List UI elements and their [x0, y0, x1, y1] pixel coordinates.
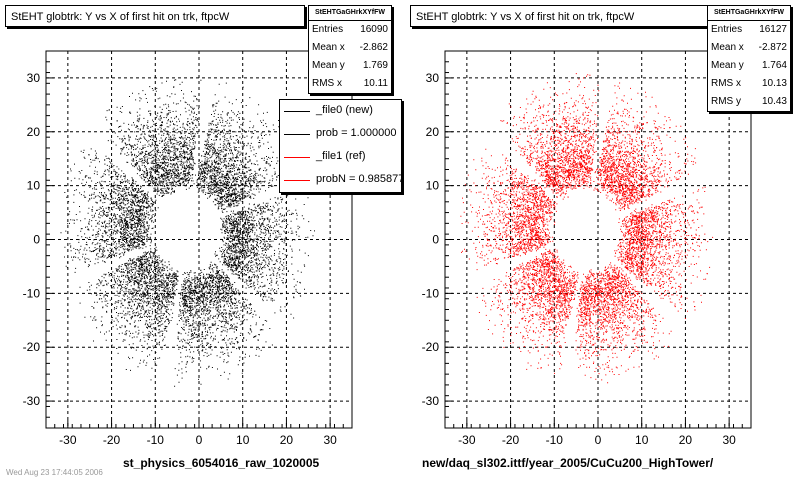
stats-value: 10.13 — [761, 78, 787, 89]
legend-entry: probN = 0.985877 — [280, 169, 401, 192]
stats-value: 1.769 — [362, 60, 388, 71]
stats-label: Entries — [711, 24, 743, 35]
y-tick-label: 0 — [33, 233, 40, 247]
stats-label: Mean x — [312, 42, 345, 53]
x-tick-label: 10 — [635, 433, 649, 447]
left-x-axis-title: st_physics_6054016_raw_1020005 — [123, 456, 320, 470]
scatter-points — [460, 73, 714, 384]
x-tick-label: -10 — [546, 433, 564, 447]
stats-value: 10.43 — [761, 96, 787, 107]
x-tick-label: -30 — [458, 433, 476, 447]
x-tick-label: 30 — [323, 433, 337, 447]
x-tick-label: 20 — [280, 433, 294, 447]
x-tick-label: 0 — [196, 433, 203, 447]
x-tick-label: 0 — [595, 433, 602, 447]
stats-value: 1.764 — [761, 60, 787, 71]
legend-label: _file1 (ref) — [316, 150, 366, 162]
legend-swatch — [284, 180, 310, 181]
y-tick-label: 10 — [426, 179, 440, 193]
legend-swatch — [284, 134, 310, 135]
y-tick-label: -10 — [23, 286, 41, 300]
stats-label: RMS x — [711, 78, 741, 89]
legend-box: _file0 (new) prob = 1.000000 _file1 (ref… — [279, 99, 402, 193]
stats-row: Mean x -2.872 — [708, 39, 790, 57]
stats-row: Mean y 1.764 — [708, 57, 790, 75]
stats-label: Entries — [312, 24, 344, 35]
y-tick-label: 20 — [27, 125, 41, 139]
scatter-points — [60, 77, 315, 387]
legend-label: prob = 1.000000 — [316, 127, 397, 139]
x-tick-label: 30 — [722, 433, 736, 447]
stats-row: Mean y 1.769 — [309, 57, 391, 75]
stats-value: 16127 — [759, 24, 787, 35]
right-stats-name: StEHTGaGHrkXYfFW — [708, 6, 790, 21]
y-tick-label: -30 — [23, 394, 41, 408]
y-tick-label: -30 — [422, 394, 440, 408]
left-stats-name: StEHTGaGHrkXYfFW — [309, 6, 391, 21]
stats-row: Entries 16127 — [708, 21, 790, 39]
y-tick-label: -20 — [422, 340, 440, 354]
footer-timestamp: Wed Aug 23 17:44:05 2006 — [6, 468, 103, 477]
right-plot-panel: -30 -20 -10 0 10 20 30 -30 -20 -10 0 10 20 30 StEHT g… — [400, 0, 800, 480]
stats-value: -2.872 — [758, 42, 787, 53]
legend-label: _file0 (new) — [316, 104, 373, 116]
right-stats-box: StEHTGaGHrkXYfFW Entries 16127 Mean x -2.87… — [707, 5, 791, 112]
x-tick-label: -20 — [103, 433, 121, 447]
left-plot-title: StEHT globtrk: Y vs X of first hit on tr… — [5, 5, 305, 27]
left-stats-box: StEHTGaGHrkXYfFW Entries 16090 Mean x -2.86… — [308, 5, 392, 94]
y-tick-label: -10 — [422, 286, 440, 300]
legend-swatch — [284, 111, 310, 112]
stats-row: Entries 16090 — [309, 21, 391, 39]
y-tick-label: -20 — [23, 340, 41, 354]
stats-label: Mean y — [312, 60, 345, 71]
stats-label: RMS y — [711, 96, 741, 107]
legend-entry: _file0 (new) — [280, 100, 401, 123]
x-tick-label: 10 — [236, 433, 250, 447]
legend-entry: prob = 1.000000 — [280, 123, 401, 146]
stats-label: Mean y — [711, 60, 744, 71]
stats-value: 16090 — [360, 24, 388, 35]
right-plot-title: StEHT globtrk: Y vs X of first hit on tr… — [410, 5, 710, 27]
x-tick-label: -30 — [59, 433, 77, 447]
stats-value: -2.862 — [359, 42, 388, 53]
left-plot-panel: -30 -20 -10 0 10 20 30 -30 -20 -10 0 10 20 30 StEHT g… — [5, 5, 402, 470]
stats-row: RMS x 10.13 — [708, 75, 790, 93]
y-tick-label: 30 — [27, 71, 41, 85]
y-tick-label: 10 — [27, 179, 41, 193]
x-tick-label: 20 — [679, 433, 693, 447]
legend-swatch — [284, 157, 310, 158]
stats-label: RMS x — [312, 78, 342, 89]
legend-entry: _file1 (ref) — [280, 146, 401, 169]
y-tick-label: 20 — [426, 125, 440, 139]
stats-value: 10.11 — [363, 78, 388, 89]
stats-label: Mean x — [711, 42, 744, 53]
x-tick-label: -10 — [147, 433, 165, 447]
legend-label: probN = 0.985877 — [316, 173, 402, 185]
stats-row: RMS x 10.11 — [309, 75, 391, 93]
stats-row: Mean x -2.862 — [309, 39, 391, 57]
right-x-axis-title: new/daq_sl302.ittf/year_2005/CuCu200_Hig… — [422, 456, 714, 470]
y-tick-label: 0 — [432, 233, 439, 247]
x-tick-label: -20 — [502, 433, 520, 447]
right-scatter-plot: -30 -20 -10 0 10 20 30 -30 -20 -10 0 10 20 30 — [422, 50, 752, 447]
y-tick-label: 30 — [426, 71, 440, 85]
stats-row: RMS y 10.43 — [708, 93, 790, 111]
